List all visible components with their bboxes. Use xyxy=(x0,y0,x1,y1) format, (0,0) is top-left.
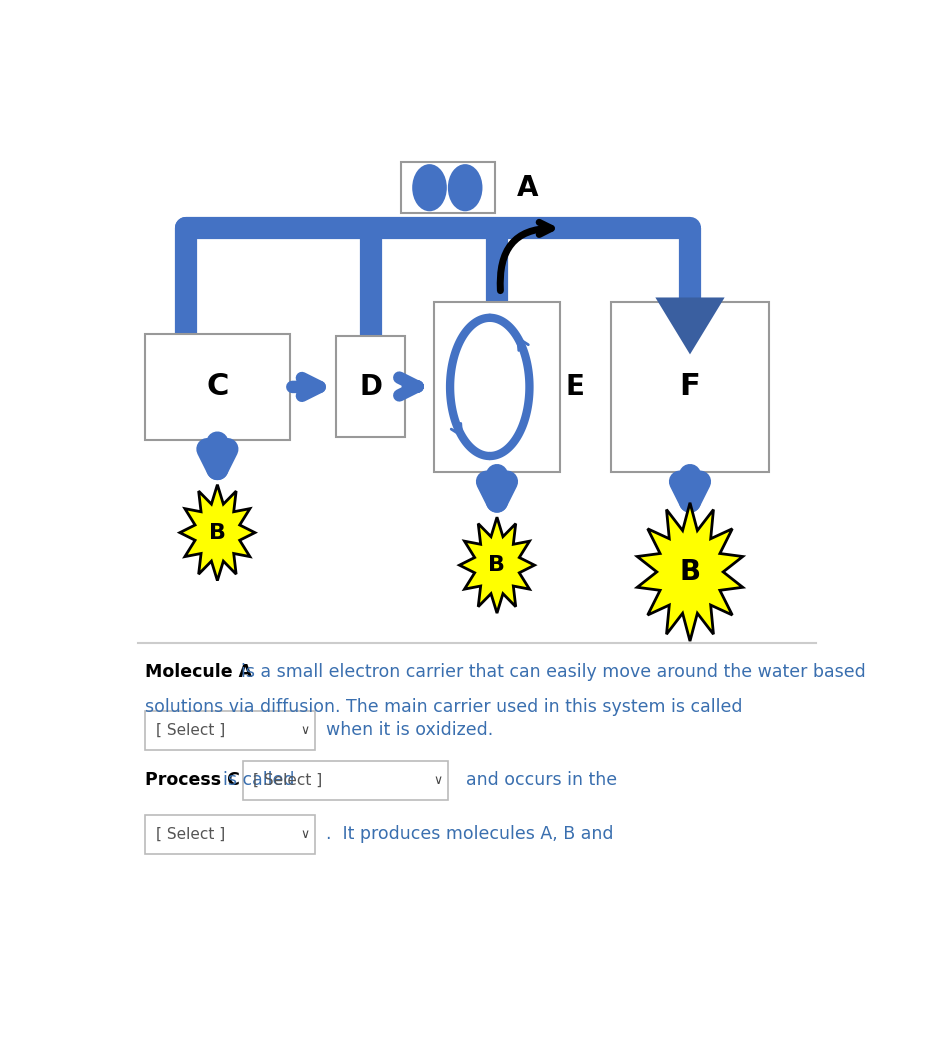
Text: [ Select ]: [ Select ] xyxy=(156,722,225,737)
Text: is called: is called xyxy=(223,772,294,790)
Text: [ Select ]: [ Select ] xyxy=(253,773,323,788)
Bar xyxy=(145,334,290,439)
Text: when it is oxidized.: when it is oxidized. xyxy=(326,721,492,739)
Text: ∨: ∨ xyxy=(300,723,309,736)
Bar xyxy=(145,814,315,853)
Text: Molecule A: Molecule A xyxy=(145,663,252,681)
Text: ∨: ∨ xyxy=(300,828,309,841)
Text: F: F xyxy=(680,373,700,401)
Bar xyxy=(434,302,560,472)
Text: ∨: ∨ xyxy=(433,774,442,787)
Bar xyxy=(611,302,769,472)
Text: B: B xyxy=(209,523,226,543)
Text: A: A xyxy=(517,173,538,202)
Text: and occurs in the: and occurs in the xyxy=(466,772,617,790)
Bar xyxy=(336,336,405,437)
Text: E: E xyxy=(566,373,585,401)
Text: is a small electron carrier that can easily move around the water based: is a small electron carrier that can eas… xyxy=(241,663,866,681)
Text: C: C xyxy=(206,373,229,401)
Polygon shape xyxy=(637,503,743,641)
Ellipse shape xyxy=(448,164,482,211)
Text: .  It produces molecules A, B and: . It produces molecules A, B and xyxy=(326,825,614,843)
Text: B: B xyxy=(680,558,700,586)
Text: Process C: Process C xyxy=(145,772,240,790)
Text: B: B xyxy=(489,555,506,576)
Polygon shape xyxy=(460,517,534,614)
Text: D: D xyxy=(359,373,383,400)
Text: solutions via diffusion. The main carrier used in this system is called: solutions via diffusion. The main carrie… xyxy=(145,698,743,716)
Polygon shape xyxy=(180,485,255,581)
Ellipse shape xyxy=(412,164,447,211)
Bar xyxy=(243,761,448,800)
Bar xyxy=(401,162,495,213)
Text: [ Select ]: [ Select ] xyxy=(156,827,225,842)
Bar xyxy=(145,711,315,750)
Polygon shape xyxy=(655,298,724,355)
